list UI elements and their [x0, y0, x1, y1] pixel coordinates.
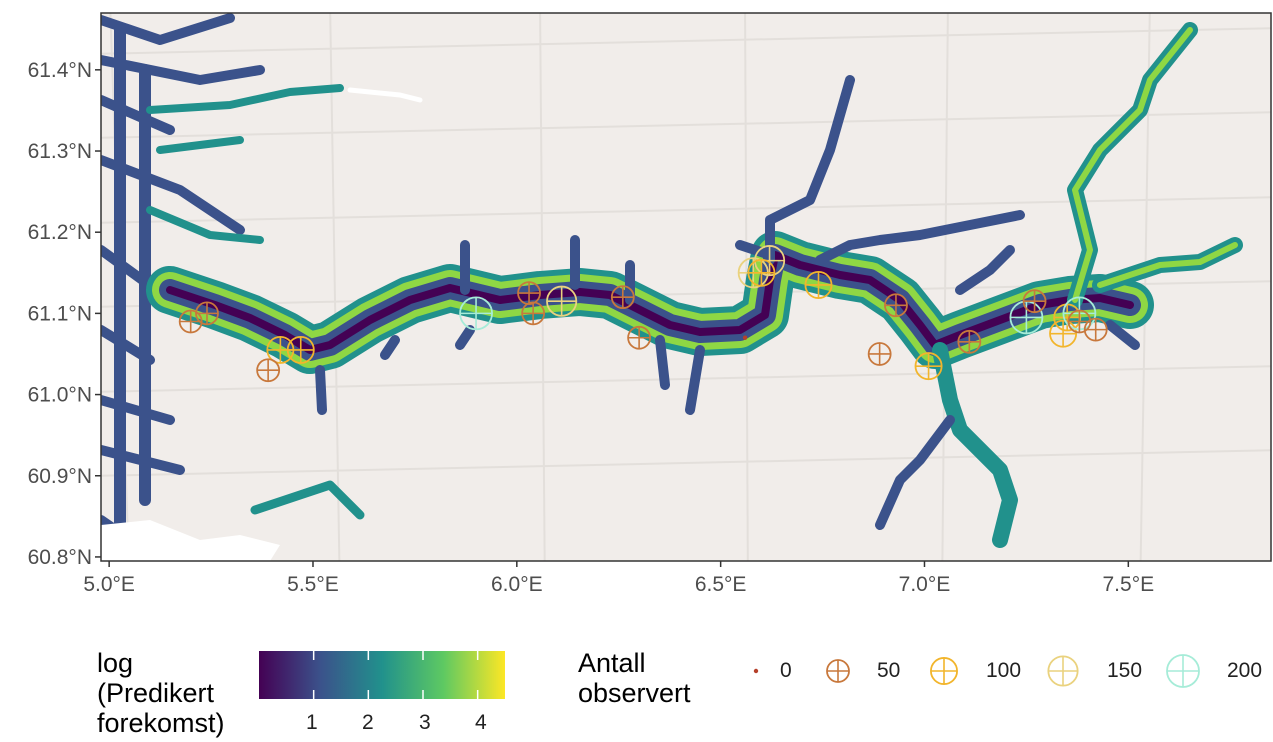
observation-marker — [884, 293, 908, 318]
observation-marker — [546, 285, 578, 317]
observation-markers — [178, 245, 1108, 383]
size-legend-title-line2: observert — [578, 678, 691, 708]
y-tick-label: 60.9°N — [28, 465, 92, 488]
color-legend-title-line2: (Predikert — [97, 678, 215, 708]
colorbar-tick-label-4: 4 — [475, 711, 487, 734]
size-legend-label-150: 150 — [1107, 659, 1143, 682]
observation-marker — [521, 301, 546, 326]
y-tick-label: 61.0°N — [28, 384, 92, 407]
size-legend-label-100: 100 — [986, 659, 1022, 682]
colorbar — [259, 651, 505, 699]
observation-marker — [1022, 289, 1047, 314]
size-legend-title: Antall observert — [578, 648, 691, 708]
observation-marker — [1053, 303, 1082, 332]
colorbar-tick-label-1: 1 — [306, 711, 318, 734]
color-legend-title-line3: forekomst) — [97, 708, 225, 738]
colorbar-tick-label-3: 3 — [419, 711, 431, 734]
prediction-raster — [101, 13, 1243, 561]
color-legend-title-line1: log — [97, 648, 134, 678]
size-legend-symbol-150 — [1047, 655, 1079, 687]
x-tick-label: 5.5°E — [287, 573, 339, 596]
size-legend-symbol-50 — [826, 659, 850, 683]
size-legend-symbol-0 — [753, 668, 759, 674]
observation-marker — [286, 335, 315, 364]
observation-marker — [459, 296, 493, 331]
observation-marker — [1067, 309, 1092, 334]
size-legend-label-200: 200 — [1227, 659, 1263, 682]
size-legend-symbol-100 — [930, 657, 958, 685]
observation-marker — [914, 352, 943, 381]
colorbar-tick-label-2: 2 — [362, 711, 374, 734]
observation-marker — [1083, 317, 1108, 342]
observation-marker — [747, 258, 776, 287]
x-tick-label: 7.5°E — [1103, 573, 1155, 596]
size-legend-label-0: 0 — [780, 659, 792, 682]
y-tick-label: 61.1°N — [28, 302, 92, 325]
y-axis: 60.8°N 60.9°N 61.0°N 61.1°N 61.2°N 61.3°N 61.4… — [28, 59, 101, 569]
observation-marker — [178, 309, 203, 334]
y-tick-label: 61.2°N — [28, 221, 92, 244]
x-tick-label: 7.0°E — [899, 573, 951, 596]
observation-marker — [256, 358, 281, 383]
y-tick-label: 61.4°N — [28, 59, 92, 82]
colorbar-gradient — [259, 651, 505, 699]
panel-border — [100, 12, 1272, 562]
size-legend-title-line1: Antall — [578, 648, 646, 678]
observation-marker — [867, 342, 892, 366]
observation-marker — [804, 270, 833, 299]
x-tick-label: 5.0°E — [83, 573, 135, 596]
y-tick-label: 61.3°N — [28, 140, 92, 163]
observation-marker — [957, 329, 982, 354]
observation-marker — [517, 281, 541, 305]
size-legend-symbols — [753, 654, 1200, 688]
y-tick-label: 60.8°N — [28, 546, 92, 569]
x-tick-label: 6.0°E — [491, 573, 543, 596]
observation-marker — [195, 301, 219, 326]
size-legend-label-50: 50 — [877, 659, 901, 682]
x-axis: 5.0°E 5.5°E 6.0°E 6.5°E 7.0°E 7.5°E — [83, 561, 1154, 596]
observation-marker — [610, 285, 635, 310]
x-tick-label: 6.5°E — [695, 573, 747, 596]
colorbar-ticks — [312, 651, 479, 699]
observation-marker — [742, 335, 748, 340]
color-legend-title: log (Predikert forekomst) — [97, 648, 225, 738]
size-legend-symbol-200 — [1166, 654, 1200, 688]
observation-marker — [1049, 319, 1078, 348]
observation-marker — [1009, 300, 1044, 335]
observation-marker — [627, 325, 652, 350]
